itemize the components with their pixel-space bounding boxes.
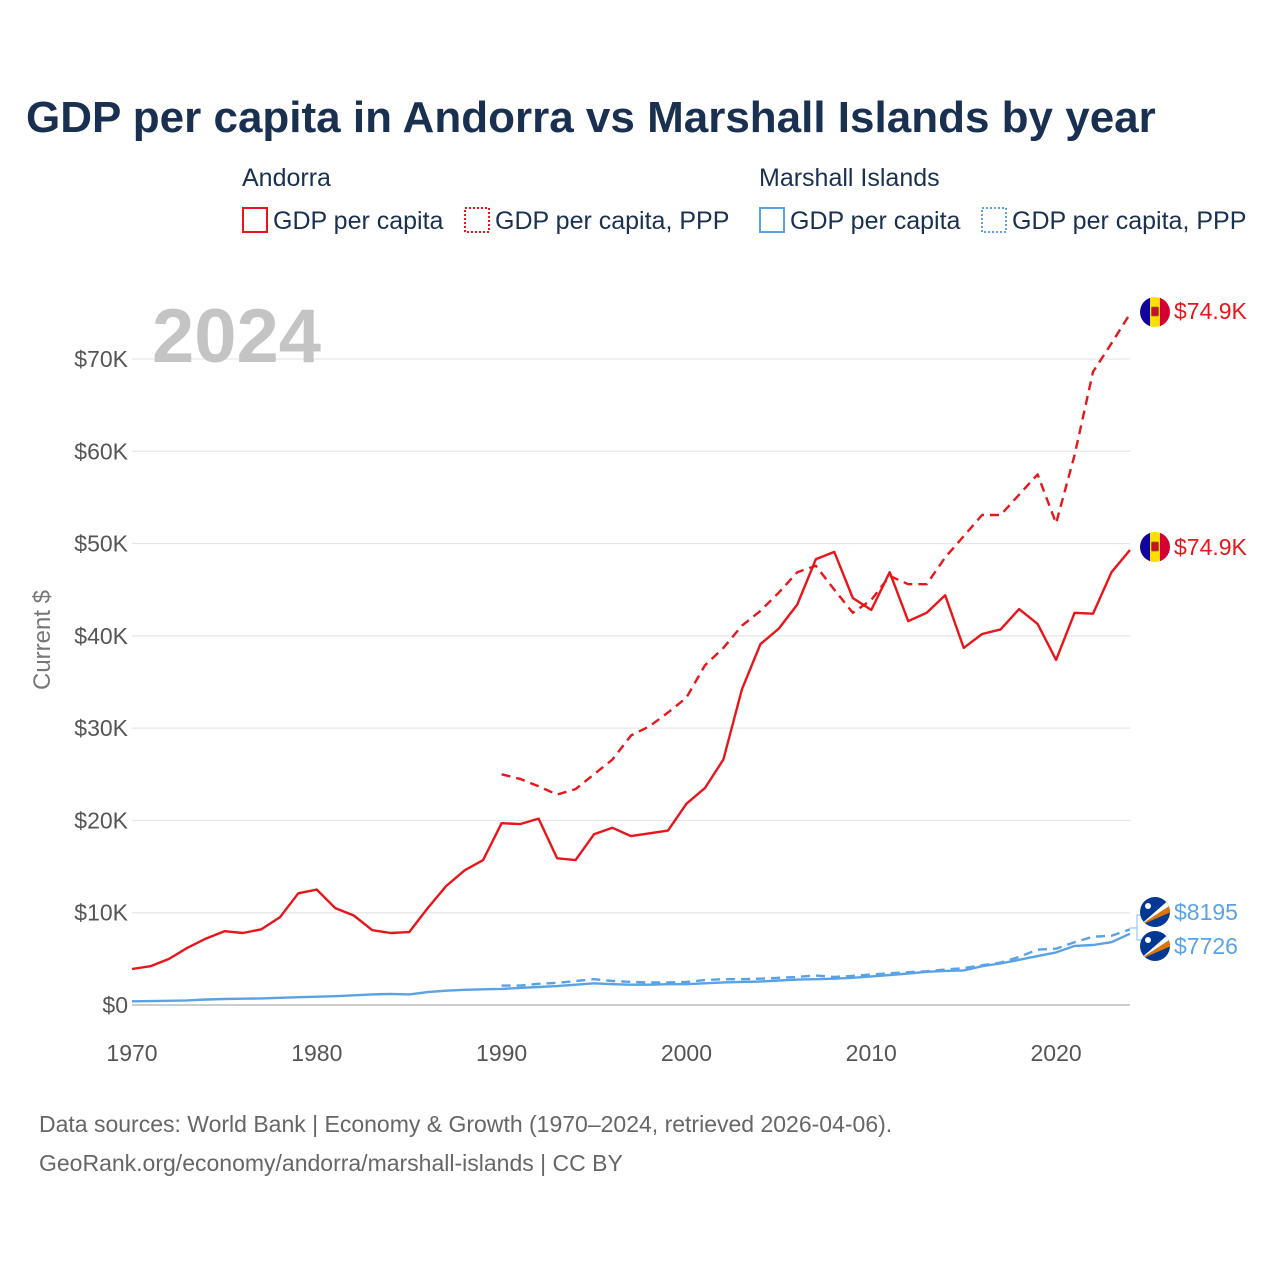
andorra-flag-icon [1140,532,1170,562]
x-axis-ticks: 1970 1980 1990 2000 2010 2020 [106,1040,1081,1066]
x-tick-label: 2020 [1030,1040,1081,1066]
legend-swatch-andorra-gdp [242,207,268,233]
legend-label-marshall-ppp: GDP per capita, PPP [1012,207,1246,235]
chart-title: GDP per capita in Andorra vs Marshall Is… [26,93,1156,142]
y-tick-label: $20K [74,807,128,833]
x-tick-label: 1990 [476,1040,527,1066]
legend-group-marshall: Marshall Islands [759,164,940,192]
end-label-bracket [1130,914,1142,941]
legend-swatch-andorra-ppp [464,207,490,233]
series-line-andorra-gdp-per-capita [131,549,1131,971]
series-lines [131,313,1132,1003]
marshall-islands-flag-icon [1140,931,1170,961]
end-label-marshall-ppp: $8195 [1174,899,1238,925]
end-label-marshall-gdp: $7726 [1174,933,1238,959]
legend-swatch-marshall-ppp [981,207,1007,233]
gridlines [132,358,1130,1006]
series-line-marshall-islands-gdp-per-capita-ppp [501,928,1131,987]
y-axis-ticks: $0 $10K $20K $30K $40K $50K $60K $70K [74,346,128,1018]
source-line-1: Data sources: World Bank | Economy & Gro… [39,1111,892,1137]
year-label: 2024 [152,294,321,379]
y-tick-label: $0 [102,992,128,1018]
legend-label-marshall-gdp: GDP per capita [790,207,961,235]
legend-label-andorra-ppp: GDP per capita, PPP [495,207,729,235]
x-tick-label: 1970 [106,1040,157,1066]
legend-group-andorra: Andorra [242,164,331,192]
x-tick-label: 2000 [661,1040,712,1066]
y-tick-label: $30K [74,715,128,741]
legend-label-andorra-gdp: GDP per capita [273,207,444,235]
y-tick-label: $40K [74,623,128,649]
source-line-2: GeoRank.org/economy/andorra/marshall-isl… [39,1150,623,1176]
y-tick-label: $60K [74,438,128,464]
y-axis-label: Current $ [29,590,56,690]
x-tick-label: 2010 [846,1040,897,1066]
y-tick-label: $10K [74,900,128,926]
y-tick-label: $70K [74,346,128,372]
x-tick-label: 1980 [291,1040,342,1066]
andorra-flag-icon [1140,297,1170,327]
legend-swatch-marshall-gdp [759,207,785,233]
legend: Andorra GDP per capita GDP per capita, P… [242,164,1246,235]
series-line-marshall-islands-gdp-per-capita [131,932,1131,1003]
y-tick-label: $50K [74,531,128,557]
series-line-andorra-gdp-per-capita-ppp [501,313,1132,796]
end-label-andorra-ppp: $74.9K [1174,298,1248,324]
end-label-andorra-gdp: $74.9K [1174,534,1248,560]
marshall-islands-flag-icon [1140,897,1170,927]
